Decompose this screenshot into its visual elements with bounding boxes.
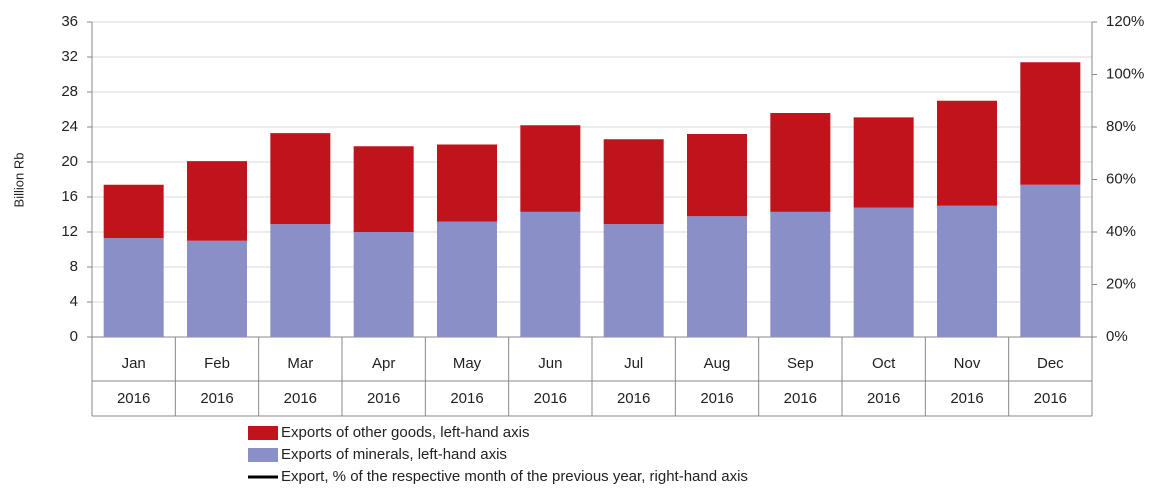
x-tick-label: Jul	[624, 355, 643, 372]
y2-tick-label: 100%	[1106, 65, 1144, 82]
y2-tick-label: 0%	[1106, 328, 1128, 345]
bar	[853, 117, 914, 208]
y-axis-label: Billion Rb	[11, 153, 26, 208]
legend-label: Exports of minerals, left-hand axis	[281, 446, 507, 463]
y-tick-label: 4	[70, 293, 78, 310]
bar	[853, 207, 914, 337]
y-tick-label: 16	[61, 188, 78, 205]
y-tick-label: 28	[61, 83, 78, 100]
y2-tick-label: 80%	[1106, 118, 1136, 135]
bar	[1020, 62, 1081, 185]
bar	[687, 216, 747, 337]
bar	[353, 146, 414, 232]
x-tick-label: May	[453, 355, 482, 372]
bar	[437, 221, 497, 337]
y-tick-label: 32	[61, 48, 78, 65]
bar	[770, 113, 831, 212]
bar	[103, 238, 164, 337]
bar	[187, 161, 247, 241]
bar	[603, 224, 664, 337]
x-tick-label: Dec	[1037, 355, 1064, 372]
y2-tick-label: 40%	[1106, 223, 1136, 240]
bar	[937, 100, 997, 206]
legend-swatch	[248, 448, 278, 462]
x-tick-label: Sep	[787, 355, 814, 372]
bar	[103, 184, 164, 239]
x-tick-label: Feb	[204, 355, 230, 372]
bar	[520, 125, 581, 212]
y-tick-label: 8	[70, 258, 78, 275]
x-tick-label: 2016	[117, 390, 150, 407]
bar	[1020, 184, 1081, 337]
x-tick-label: 2016	[450, 390, 483, 407]
bar	[687, 134, 747, 217]
x-tick-label: Oct	[872, 355, 896, 372]
bar	[187, 240, 247, 337]
x-tick-label: Mar	[287, 355, 313, 372]
bar	[270, 224, 331, 337]
x-tick-label: Apr	[372, 355, 395, 372]
y2-tick-label: 120%	[1106, 13, 1144, 30]
x-tick-label: 2016	[200, 390, 233, 407]
x-tick-label: 2016	[617, 390, 650, 407]
legend-label: Export, % of the respective month of the…	[281, 468, 748, 485]
x-tick-label: Jan	[122, 355, 146, 372]
legend-label: Exports of other goods, left-hand axis	[281, 424, 529, 441]
x-tick-label: 2016	[700, 390, 733, 407]
bar	[520, 211, 581, 337]
y2-tick-label: 20%	[1106, 275, 1136, 292]
x-tick-label: 2016	[950, 390, 983, 407]
x-tick-label: Aug	[704, 355, 731, 372]
bar	[937, 205, 997, 337]
y-tick-label: 0	[70, 328, 78, 345]
x-tick-label: 2016	[284, 390, 317, 407]
x-tick-label: Jun	[538, 355, 562, 372]
bar	[270, 133, 331, 225]
bar	[437, 144, 497, 222]
x-tick-label: Nov	[954, 355, 981, 372]
bar	[770, 211, 831, 337]
bar	[353, 232, 414, 337]
legend-swatch	[248, 426, 278, 440]
y2-tick-label: 60%	[1106, 170, 1136, 187]
y-tick-label: 20	[61, 153, 78, 170]
x-tick-label: 2016	[367, 390, 400, 407]
y-tick-label: 24	[61, 118, 78, 135]
y-tick-label: 36	[61, 13, 78, 30]
bar	[603, 139, 664, 225]
y-tick-label: 12	[61, 223, 78, 240]
x-tick-label: 2016	[784, 390, 817, 407]
x-tick-label: 2016	[867, 390, 900, 407]
x-tick-label: 2016	[534, 390, 567, 407]
x-tick-label: 2016	[1034, 390, 1067, 407]
